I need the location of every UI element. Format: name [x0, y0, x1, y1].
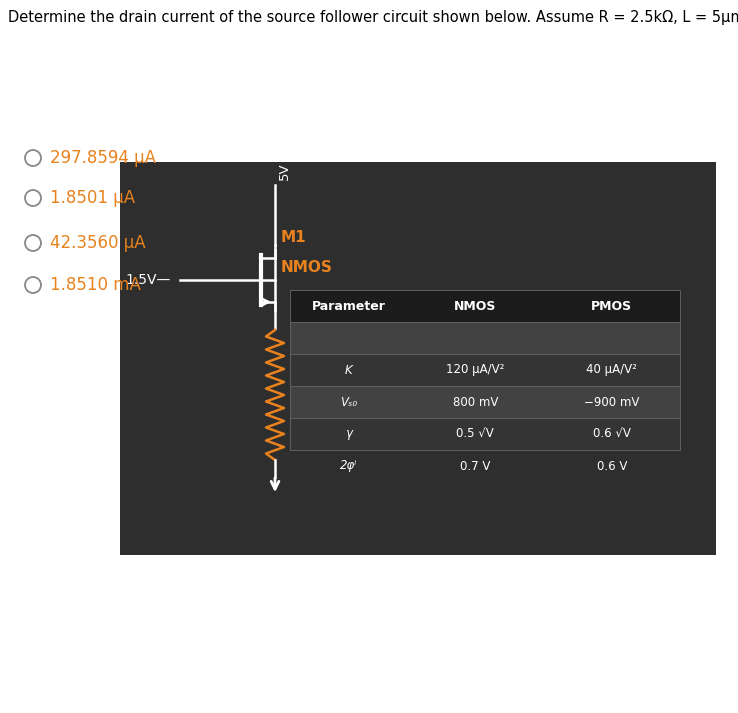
Text: M1: M1 [281, 230, 306, 245]
Bar [290, 322, 680, 354]
Text: 0.7 V: 0.7 V [460, 459, 491, 473]
Text: K: K [345, 364, 352, 376]
Text: 40 μA/V²: 40 μA/V² [586, 364, 637, 376]
Text: 5V: 5V [278, 163, 291, 180]
Bar [120, 162, 716, 555]
Bar [290, 418, 680, 450]
Text: Determine the drain current of the source follower circuit shown below. Assume R: Determine the drain current of the sourc… [8, 10, 738, 25]
Text: 800 mV: 800 mV [452, 396, 498, 409]
Text: 1.8510 mA: 1.8510 mA [50, 276, 141, 294]
Text: Vₛ₀: Vₛ₀ [340, 396, 357, 409]
Text: R: R [289, 392, 301, 408]
Text: Parameter: Parameter [311, 299, 385, 312]
Text: R1: R1 [289, 369, 311, 384]
Text: PMOS: PMOS [591, 299, 632, 312]
Text: 120 μA/V²: 120 μA/V² [446, 364, 505, 376]
Text: 1.5V—: 1.5V— [125, 273, 170, 287]
Text: 0.6 √V: 0.6 √V [593, 428, 631, 441]
Text: 0.5 √V: 0.5 √V [456, 428, 494, 441]
Text: 0.6 V: 0.6 V [596, 459, 627, 473]
Text: 297.8594 μA: 297.8594 μA [50, 149, 156, 167]
Text: NMOS: NMOS [281, 260, 333, 275]
Bar [290, 386, 680, 418]
Text: 1.8501 μA: 1.8501 μA [50, 189, 135, 207]
Text: 2φⁱ: 2φⁱ [339, 459, 357, 473]
Text: NMOS: NMOS [454, 299, 497, 312]
Bar [290, 290, 680, 322]
Text: γ: γ [345, 428, 352, 441]
Bar [290, 354, 680, 386]
Text: 42.3560 μA: 42.3560 μA [50, 234, 145, 252]
Text: −900 mV: −900 mV [584, 396, 639, 409]
